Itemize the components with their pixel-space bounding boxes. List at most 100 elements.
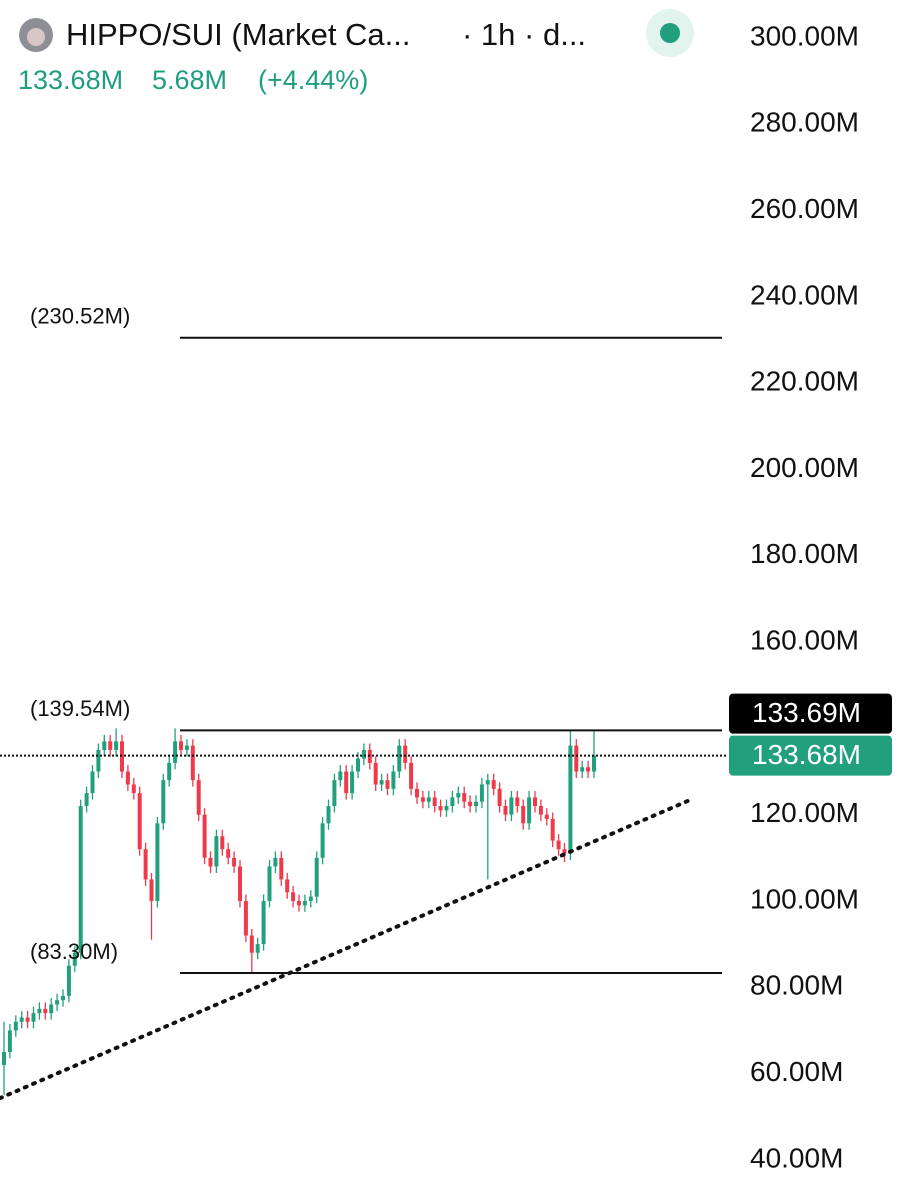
candle-body: [167, 762, 172, 781]
candle-body: [143, 849, 148, 880]
candle-body: [320, 823, 325, 858]
candle-body: [426, 797, 431, 802]
candle-body: [420, 797, 425, 802]
last-value: 133.68M: [18, 65, 123, 95]
candle-body: [580, 767, 585, 772]
candle-body: [49, 1004, 54, 1014]
candle-body: [279, 857, 284, 880]
change-percent: (+4.44%): [258, 65, 368, 95]
candle-body: [273, 857, 278, 867]
status-dot: [660, 23, 680, 43]
candle-body: [7, 1030, 12, 1052]
candle-body: [562, 849, 567, 854]
candle-body: [474, 801, 478, 807]
candle-body: [344, 771, 349, 794]
candle-body: [84, 793, 89, 807]
candle-body: [379, 780, 384, 785]
candle-body: [255, 944, 260, 953]
candle-body: [462, 793, 467, 802]
candle-body: [568, 745, 573, 854]
candle-body: [131, 784, 136, 794]
candle-body: [574, 745, 579, 772]
candle-body: [66, 965, 71, 996]
candle-body: [438, 806, 443, 811]
candle-body: [538, 806, 543, 815]
candle-body: [13, 1021, 18, 1031]
candle-body: [403, 745, 408, 763]
candle-body: [149, 879, 154, 901]
candle-body: [261, 900, 266, 945]
candle-body: [385, 780, 390, 789]
candle-body: [527, 797, 532, 824]
candle-body: [332, 780, 337, 807]
candle-body: [155, 823, 160, 901]
candle-body: [521, 806, 526, 824]
candle-body: [137, 793, 142, 850]
candle-body: [249, 935, 254, 953]
trendline: [0, 798, 692, 1101]
price-label: 133.68M: [752, 739, 861, 770]
candle-body: [114, 741, 119, 750]
candle-body: [450, 797, 455, 807]
candle-body: [291, 892, 296, 901]
y-tick-label: 100.00M: [750, 883, 859, 914]
y-tick-label: 180.00M: [750, 538, 859, 569]
candle-body: [96, 749, 101, 772]
candle-body: [556, 840, 561, 850]
candle-body: [533, 797, 537, 807]
y-tick-label: 60.00M: [750, 1056, 843, 1087]
candle-body: [25, 1017, 30, 1022]
candle-body: [350, 771, 355, 794]
candle-body: [55, 1000, 60, 1005]
y-tick-label: 260.00M: [750, 193, 859, 224]
candle-body: [31, 1013, 36, 1022]
candle-body: [285, 879, 290, 893]
candle-body: [19, 1017, 24, 1022]
candle-body: [196, 780, 201, 815]
candle-body: [308, 896, 313, 901]
price-label-box: [729, 735, 892, 776]
candle-body: [409, 762, 414, 789]
price-label-box: [729, 693, 892, 734]
candle-body: [297, 900, 301, 906]
candle-body: [202, 814, 207, 858]
candle-body: [2, 1051, 6, 1065]
candle-body: [338, 771, 343, 781]
candle-body: [302, 900, 307, 906]
candle-body: [314, 857, 319, 897]
symbol-icon-face: [27, 28, 45, 46]
interval: · 1h · d...: [462, 17, 586, 52]
candle-body: [444, 806, 449, 811]
candle-body: [125, 771, 130, 785]
candle-body: [397, 745, 402, 772]
candle-body: [373, 762, 378, 785]
y-tick-label: 240.00M: [750, 279, 859, 310]
candle-body: [515, 797, 520, 807]
candle-body: [78, 806, 83, 953]
y-tick-label: 300.00M: [750, 20, 859, 51]
candle-body: [208, 857, 213, 867]
candle-body: [190, 745, 195, 781]
candle-body: [432, 797, 437, 807]
candle-body: [550, 818, 555, 841]
y-tick-label: 220.00M: [750, 366, 859, 397]
y-tick-label: 280.00M: [750, 107, 859, 138]
candle-body: [267, 866, 272, 901]
candle-body: [361, 749, 366, 759]
y-tick-label: 40.00M: [750, 1142, 843, 1173]
candle-body: [485, 780, 490, 785]
candle-body: [232, 857, 237, 867]
y-tick-label: 160.00M: [750, 624, 859, 655]
candle-body: [179, 741, 183, 750]
candle-body: [391, 771, 396, 789]
candle-body: [491, 780, 496, 789]
candle-body: [415, 788, 419, 798]
candle-body: [72, 952, 77, 966]
candle-body: [61, 995, 65, 1001]
candle-body: [544, 814, 549, 819]
candle-body: [37, 1008, 42, 1014]
level-label: (139.54M): [30, 696, 130, 721]
level-label: (230.52M): [30, 304, 130, 329]
candle-body: [214, 836, 219, 867]
